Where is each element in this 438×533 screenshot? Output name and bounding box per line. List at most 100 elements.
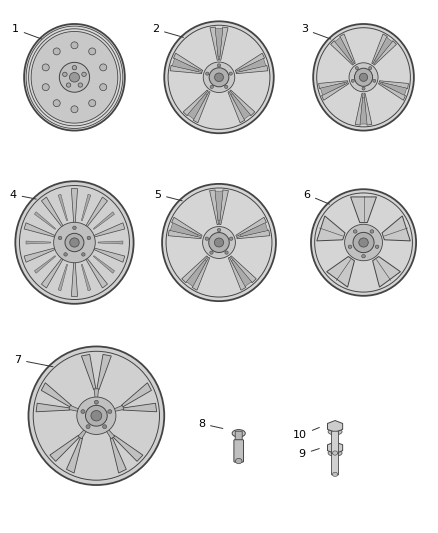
Ellipse shape — [345, 224, 382, 261]
Ellipse shape — [209, 232, 229, 253]
Text: 3: 3 — [301, 25, 331, 39]
Ellipse shape — [81, 410, 85, 414]
Polygon shape — [231, 94, 251, 119]
Ellipse shape — [359, 238, 368, 247]
Polygon shape — [172, 217, 202, 237]
Polygon shape — [85, 257, 107, 288]
Ellipse shape — [89, 100, 96, 107]
Ellipse shape — [225, 251, 228, 254]
Polygon shape — [41, 383, 71, 407]
Polygon shape — [42, 257, 64, 288]
Ellipse shape — [86, 425, 90, 429]
Polygon shape — [192, 257, 210, 290]
Polygon shape — [193, 92, 210, 123]
Ellipse shape — [100, 84, 107, 91]
Ellipse shape — [370, 230, 374, 233]
Polygon shape — [71, 261, 78, 296]
Ellipse shape — [230, 237, 233, 240]
Polygon shape — [209, 190, 219, 225]
Polygon shape — [113, 435, 143, 462]
Ellipse shape — [311, 189, 416, 296]
Ellipse shape — [42, 64, 49, 71]
Ellipse shape — [354, 68, 373, 86]
Ellipse shape — [60, 62, 90, 92]
Ellipse shape — [15, 181, 134, 304]
Ellipse shape — [69, 72, 80, 82]
Polygon shape — [328, 442, 343, 454]
Ellipse shape — [82, 72, 86, 76]
Polygon shape — [235, 53, 265, 71]
Polygon shape — [71, 189, 78, 224]
Polygon shape — [81, 194, 91, 221]
Text: 5: 5 — [154, 190, 182, 201]
Ellipse shape — [91, 410, 102, 421]
Polygon shape — [219, 27, 228, 60]
Polygon shape — [236, 217, 266, 237]
Polygon shape — [93, 212, 114, 229]
Ellipse shape — [351, 79, 354, 82]
Ellipse shape — [78, 83, 83, 87]
Ellipse shape — [209, 68, 229, 87]
Text: 4: 4 — [10, 190, 36, 199]
Polygon shape — [373, 256, 400, 287]
Ellipse shape — [205, 237, 208, 240]
Ellipse shape — [328, 450, 342, 456]
Polygon shape — [36, 403, 71, 412]
Ellipse shape — [53, 48, 60, 55]
Ellipse shape — [28, 346, 164, 485]
Polygon shape — [78, 426, 89, 439]
Ellipse shape — [72, 66, 77, 70]
Ellipse shape — [360, 73, 367, 82]
FancyBboxPatch shape — [332, 431, 339, 454]
Polygon shape — [236, 66, 268, 74]
Polygon shape — [121, 383, 152, 407]
Polygon shape — [215, 28, 223, 56]
FancyBboxPatch shape — [234, 440, 244, 462]
Text: 8: 8 — [198, 419, 223, 429]
Ellipse shape — [328, 429, 342, 435]
Ellipse shape — [70, 238, 79, 247]
Polygon shape — [98, 241, 123, 244]
Ellipse shape — [349, 63, 378, 92]
Polygon shape — [230, 90, 255, 116]
Ellipse shape — [31, 31, 118, 123]
Polygon shape — [110, 406, 124, 413]
Ellipse shape — [210, 251, 213, 254]
Polygon shape — [331, 41, 353, 65]
Polygon shape — [382, 216, 410, 241]
Text: 2: 2 — [152, 25, 184, 37]
Ellipse shape — [236, 458, 242, 464]
Polygon shape — [24, 248, 57, 262]
Ellipse shape — [100, 64, 107, 71]
Ellipse shape — [210, 85, 213, 88]
Polygon shape — [81, 354, 96, 390]
Polygon shape — [228, 257, 246, 290]
Polygon shape — [374, 41, 396, 65]
Polygon shape — [173, 53, 203, 71]
Ellipse shape — [355, 67, 358, 70]
Polygon shape — [104, 426, 115, 439]
Polygon shape — [237, 230, 270, 239]
Ellipse shape — [53, 100, 60, 107]
Ellipse shape — [24, 24, 125, 131]
Polygon shape — [187, 94, 207, 119]
Ellipse shape — [369, 67, 372, 70]
Polygon shape — [240, 223, 268, 237]
Polygon shape — [81, 264, 91, 291]
Polygon shape — [321, 83, 349, 100]
Ellipse shape — [214, 238, 224, 247]
Ellipse shape — [77, 397, 116, 434]
Ellipse shape — [353, 230, 357, 233]
Ellipse shape — [232, 430, 245, 437]
Ellipse shape — [108, 410, 112, 414]
Polygon shape — [355, 93, 363, 125]
Polygon shape — [382, 83, 406, 95]
Polygon shape — [26, 241, 51, 244]
Ellipse shape — [217, 64, 221, 67]
Polygon shape — [350, 197, 377, 223]
Ellipse shape — [203, 227, 235, 259]
Polygon shape — [335, 37, 353, 62]
Polygon shape — [378, 83, 406, 100]
Polygon shape — [327, 256, 354, 287]
Text: 10: 10 — [293, 427, 319, 440]
